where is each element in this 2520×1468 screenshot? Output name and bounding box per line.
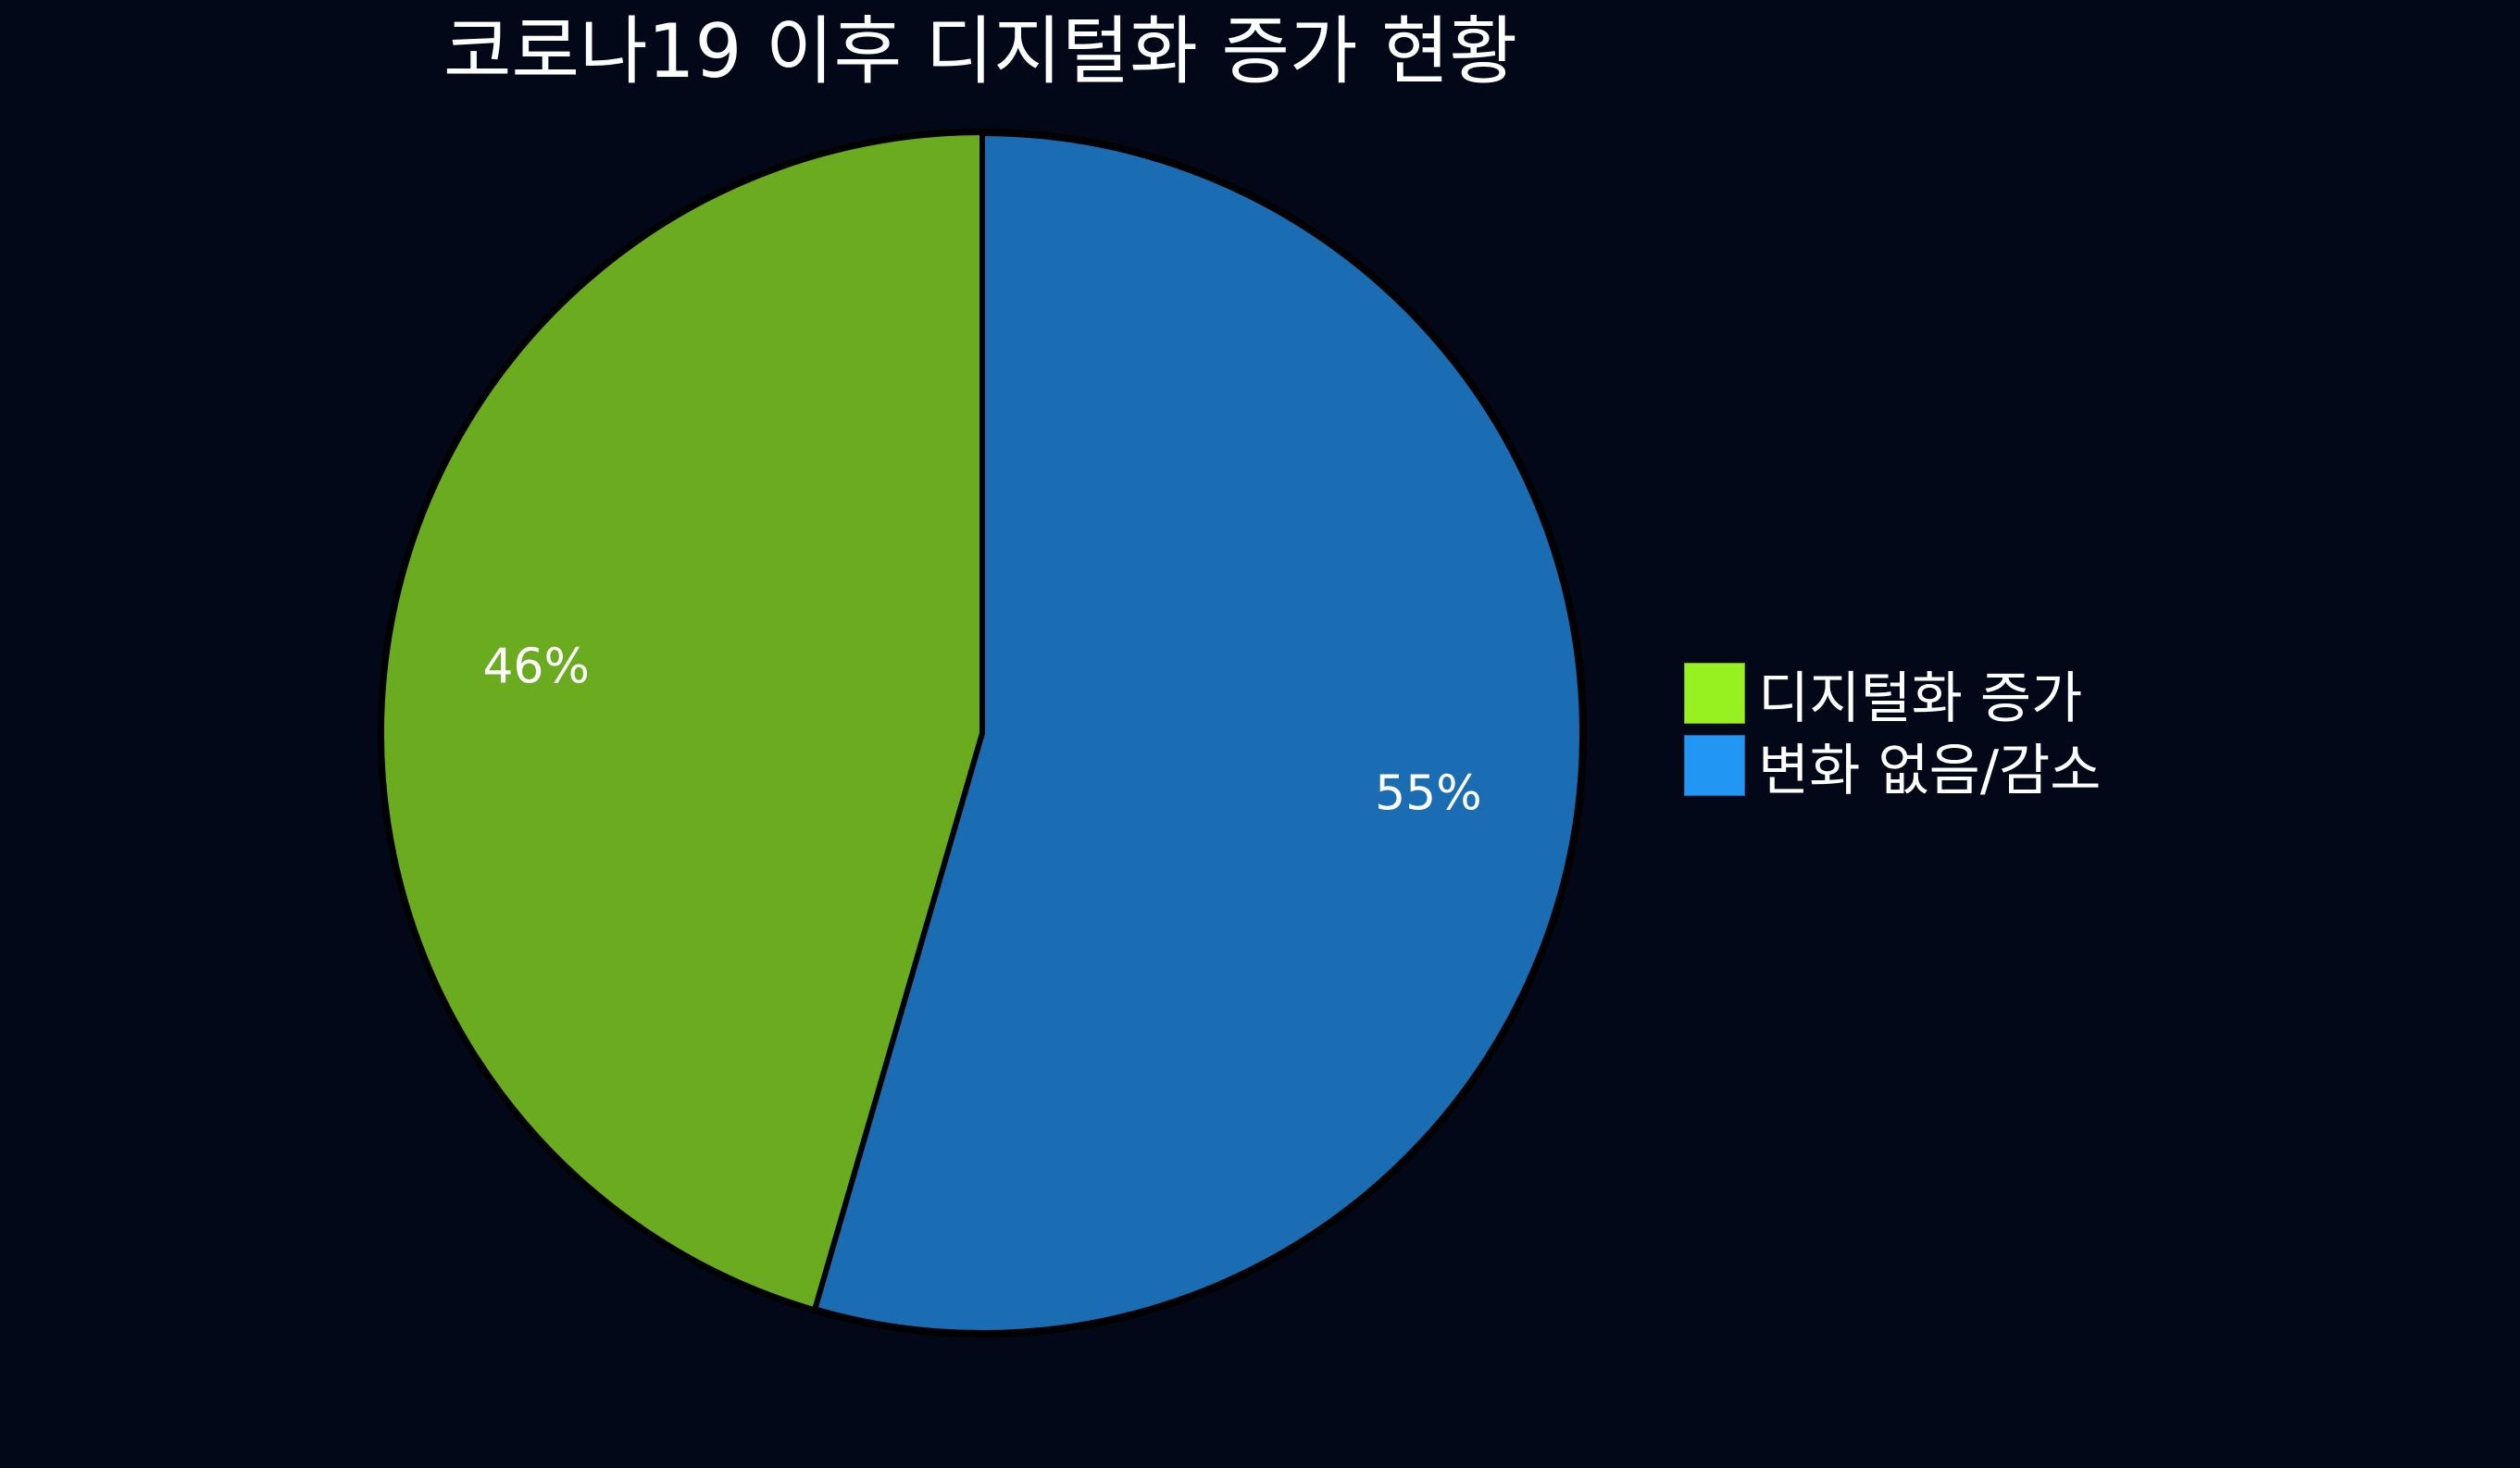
legend-label: 변화 없음/감소 bbox=[1758, 738, 2102, 803]
pie-slice bbox=[379, 129, 985, 1313]
legend-swatch bbox=[1684, 735, 1745, 796]
legend-item-digital-increase: 디지털화 증가 bbox=[1684, 657, 2102, 731]
chart-title: 코로나19 이후 디지털화 증가 현황 bbox=[443, 8, 1518, 94]
legend-swatch bbox=[1684, 663, 1745, 724]
data-label: 46% bbox=[482, 639, 590, 694]
data-label: 55% bbox=[1375, 766, 1482, 822]
legend-label: 디지털화 증가 bbox=[1758, 666, 2083, 731]
legend-item-no-change: 변화 없음/감소 bbox=[1684, 729, 2102, 803]
legend: 디지털화 증가 변화 없음/감소 bbox=[1684, 657, 2102, 803]
